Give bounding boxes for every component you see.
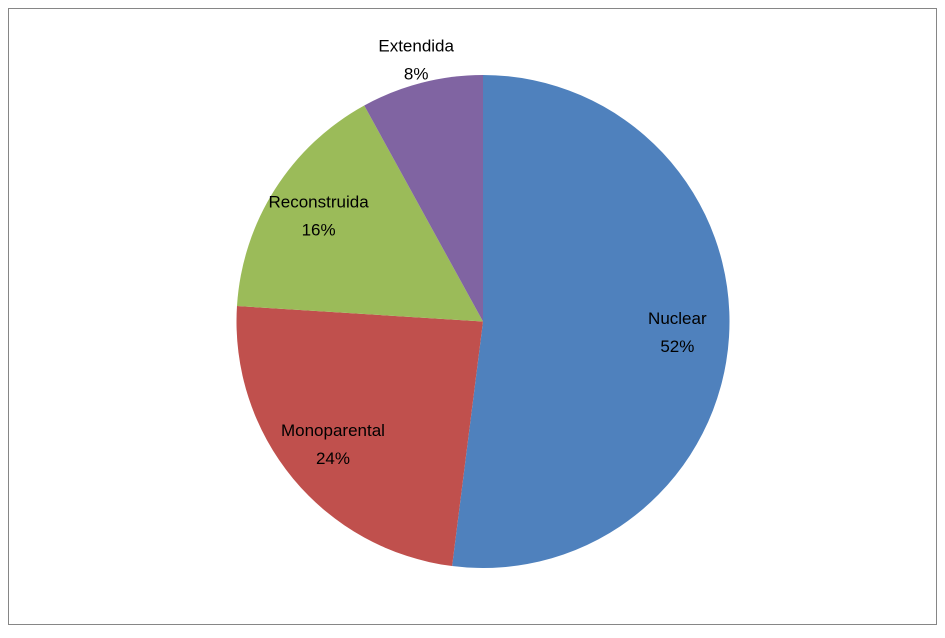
slice-label: Extendida xyxy=(378,37,454,56)
pie-slice xyxy=(236,306,483,567)
pie-slice xyxy=(236,105,483,322)
slice-label: Nuclear xyxy=(648,309,707,328)
slice-label: Reconstruida xyxy=(268,193,369,212)
slice-label: Monoparental xyxy=(281,421,385,440)
slice-value-label: 16% xyxy=(302,221,336,240)
slice-value-label: 24% xyxy=(316,449,350,468)
pie-slice xyxy=(452,75,730,568)
slice-value-label: 52% xyxy=(660,337,694,356)
slice-value-label: 8% xyxy=(404,65,429,84)
pie-slice xyxy=(364,75,483,322)
